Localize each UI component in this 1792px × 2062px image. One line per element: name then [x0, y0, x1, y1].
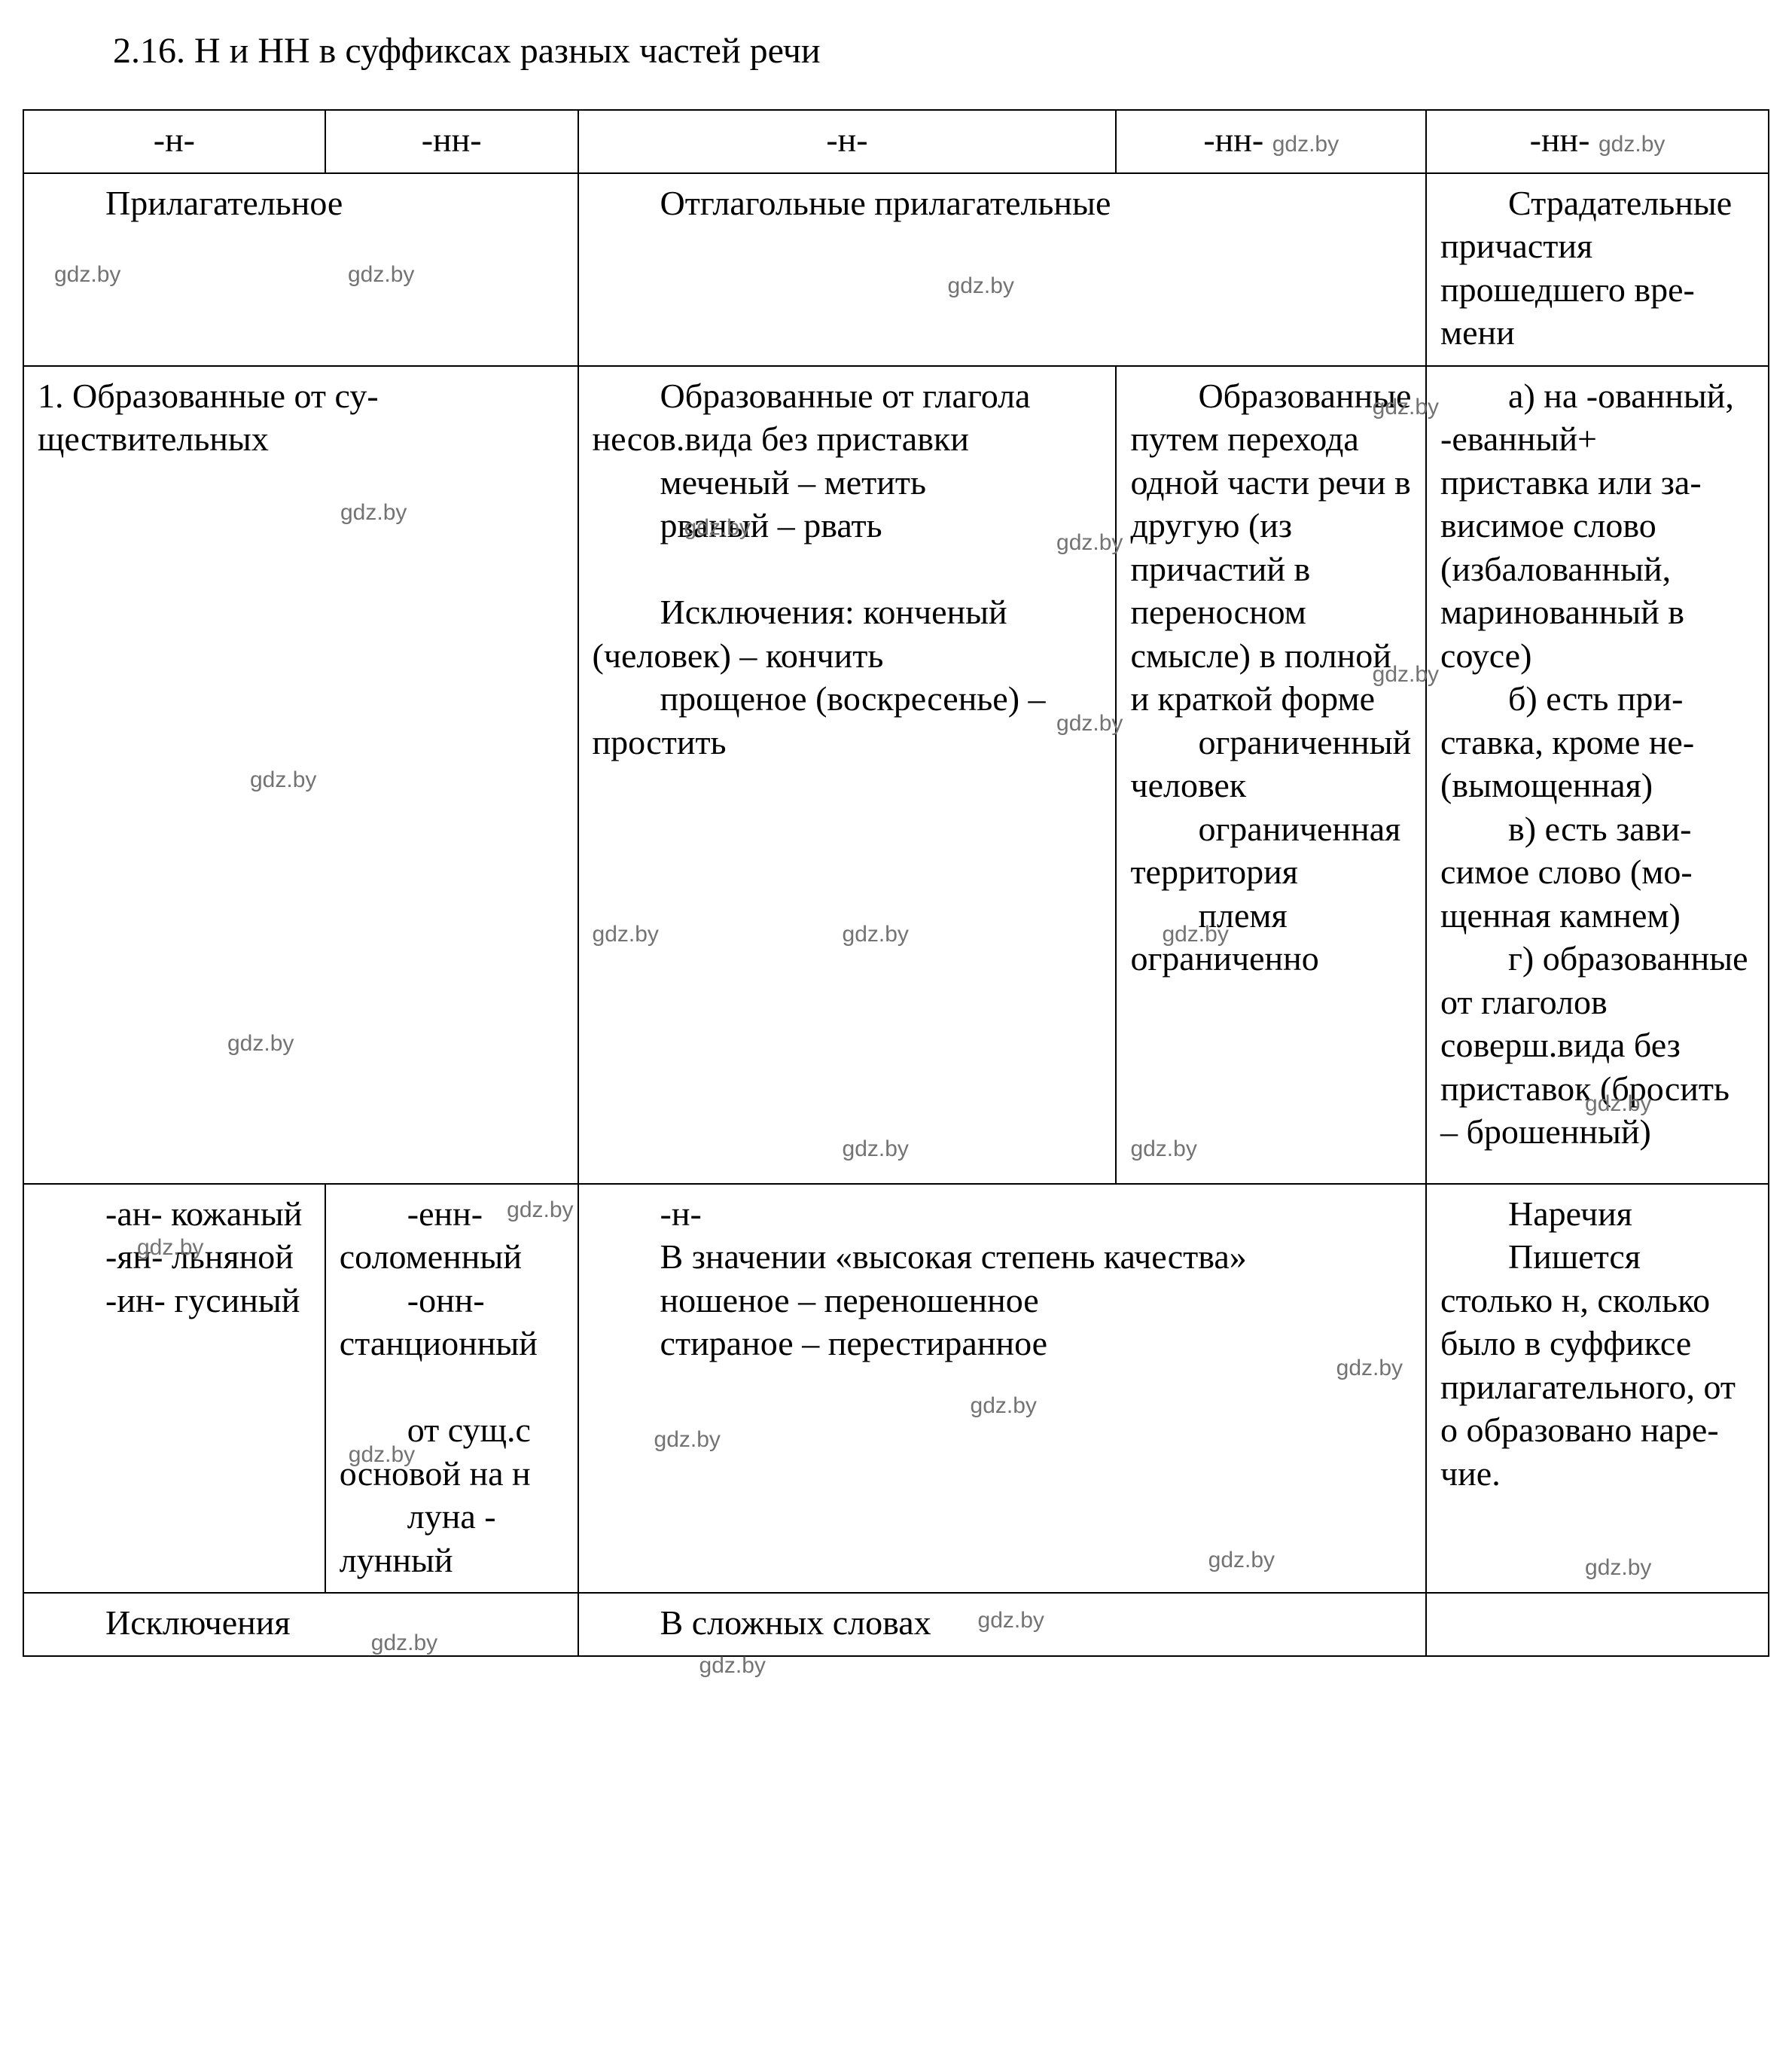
suffix-n: -н-	[24, 111, 325, 172]
category-cell: Страдатель­ные причастия прошедшего вре­…	[1426, 173, 1769, 366]
cell-content: В сложных словах	[579, 1594, 1425, 1655]
content-cell: -н- В значении «высокая степень каче­ств…	[578, 1184, 1426, 1594]
watermark-text: gdz.by	[654, 1426, 721, 1454]
category-cell: Прилагательное gdz.by gdz.by	[23, 173, 578, 366]
content-cell: Исключения	[23, 1593, 578, 1656]
transition-text: Образо­ванные путем перехода од­ной част…	[1130, 374, 1412, 981]
enn-onn-text: -енн- соло­менный -онн- стан­ционный от …	[340, 1192, 564, 1582]
suffix-text: -нн-	[1530, 120, 1590, 159]
header-cell: -н-	[578, 110, 1117, 173]
cell-content: Отглагольные прилагательные gdz.by	[579, 174, 1425, 236]
header-cell: -нн-	[325, 110, 578, 173]
cell-content: Образованные от глагола несов.вида без п…	[579, 367, 1116, 775]
suffix-n: -н-	[579, 111, 1116, 172]
watermark-text: gdz.by	[971, 1392, 1037, 1420]
content-cell: 1. Образованные от су­ществительных gdz.…	[23, 366, 578, 1184]
table-row: Прилагательное gdz.by gdz.by Отглагольны…	[23, 173, 1769, 366]
cell-content: Страдатель­ные причастия прошедшего вре­…	[1427, 174, 1768, 365]
watermark-text: gdz.by	[227, 1029, 294, 1058]
watermark-text: gdz.by	[1208, 1546, 1275, 1575]
cell-content: а) на -ован­ный, -еванный+ приставка или…	[1427, 367, 1768, 1164]
suffix-nn: -нн- gdz.by	[1117, 111, 1425, 172]
from-imperfective-text: Образованные от глагола несов.вида без п…	[593, 374, 1102, 764]
exceptions-label: Исключения	[38, 1601, 564, 1645]
from-nouns-text: 1. Образованные от су­ществительных	[38, 374, 564, 461]
content-cell: -енн- соло­менный -онн- стан­ционный от …	[325, 1184, 578, 1594]
category-cell: Отглагольные прилагательные gdz.by	[578, 173, 1426, 366]
watermark-text: gdz.by	[843, 920, 909, 949]
an-yan-in-text: -ан- ко­жаный -ян- льняной -ин- гу­синый	[38, 1192, 311, 1322]
cell-content: Исключения	[24, 1594, 578, 1655]
table-row: Исключения В сложных словах	[23, 1593, 1769, 1656]
watermark-text: gdz.by	[948, 272, 1014, 300]
table-row: -ан- ко­жаный -ян- льняной -ин- гу­синый…	[23, 1184, 1769, 1594]
watermark-text: gdz.by	[593, 920, 659, 949]
watermark-text: gdz.by	[340, 499, 407, 527]
watermark-text: gdz.by	[843, 1135, 909, 1164]
cell-content: Наречия Пишется столько н, сколько было …	[1427, 1185, 1768, 1506]
grammar-table: -н- -нн- -н- -нн- gdz.by -нн- gdz.by	[23, 109, 1769, 1657]
content-cell: В сложных словах	[578, 1593, 1426, 1656]
suffix-nn: -нн- gdz.by	[1427, 111, 1768, 172]
cell-content: -енн- соло­менный -онн- стан­ционный от …	[326, 1185, 578, 1593]
watermark-text: gdz.by	[250, 766, 316, 795]
watermark-text: gdz.by	[54, 261, 120, 289]
watermark-text: gdz.by	[1272, 132, 1339, 157]
suffix-nn: -нн-	[326, 111, 578, 172]
watermark-text: gdz.by	[1598, 132, 1665, 157]
content-cell: -ан- ко­жаный -ян- льняной -ин- гу­синый…	[23, 1184, 325, 1594]
page: 2.16. Н и НН в суффиксах разных частей р…	[0, 0, 1792, 1679]
cell-content: Образо­ванные путем перехода од­ной част…	[1117, 367, 1425, 991]
category-participle: Страдатель­ные причастия прошедшего вре­…	[1440, 181, 1754, 355]
category-verbal-adjective: Отглагольные прилагательные	[593, 181, 1412, 225]
header-cell: -н-	[23, 110, 325, 173]
high-degree-text: -н- В значении «высокая степень каче­ств…	[593, 1192, 1412, 1365]
header-cell: -нн- gdz.by	[1116, 110, 1426, 173]
content-cell: Образованные от глагола несов.вида без п…	[578, 366, 1117, 1184]
participle-rules-text: а) на -ован­ный, -еванный+ приставка или…	[1440, 374, 1754, 1154]
section-heading: 2.16. Н и НН в суффиксах разных частей р…	[113, 30, 1769, 72]
header-cell: -нн- gdz.by	[1426, 110, 1769, 173]
table-row: 1. Образованные от су­ществительных gdz.…	[23, 366, 1769, 1184]
category-adjective: Прилагательное	[38, 181, 564, 225]
suffix-text: -нн-	[1203, 120, 1263, 159]
content-cell: а) на -ован­ный, -еванный+ приставка или…	[1426, 366, 1769, 1184]
content-cell: Образо­ванные путем перехода од­ной част…	[1116, 366, 1426, 1184]
cell-content: Прилагательное gdz.by gdz.by	[24, 174, 578, 236]
cell-content: 1. Образованные от су­ществительных gdz.…	[24, 367, 578, 1183]
watermark-text: gdz.by	[1130, 1135, 1196, 1164]
cell-content	[1427, 1594, 1768, 1612]
compound-words-label: В сложных словах	[593, 1601, 1412, 1645]
cell-content: -ан- ко­жаный -ян- льняной -ин- гу­синый…	[24, 1185, 325, 1333]
content-cell: Наречия Пишется столько н, сколько было …	[1426, 1184, 1769, 1594]
content-cell	[1426, 1593, 1769, 1656]
watermark-text: gdz.by	[1585, 1554, 1651, 1582]
table-row: -н- -нн- -н- -нн- gdz.by -нн- gdz.by	[23, 110, 1769, 173]
cell-content: -н- В значении «высокая степень каче­ств…	[579, 1185, 1425, 1376]
adverbs-text: Наречия Пишется столько н, сколько было …	[1440, 1192, 1754, 1496]
watermark-text: gdz.by	[348, 261, 414, 289]
